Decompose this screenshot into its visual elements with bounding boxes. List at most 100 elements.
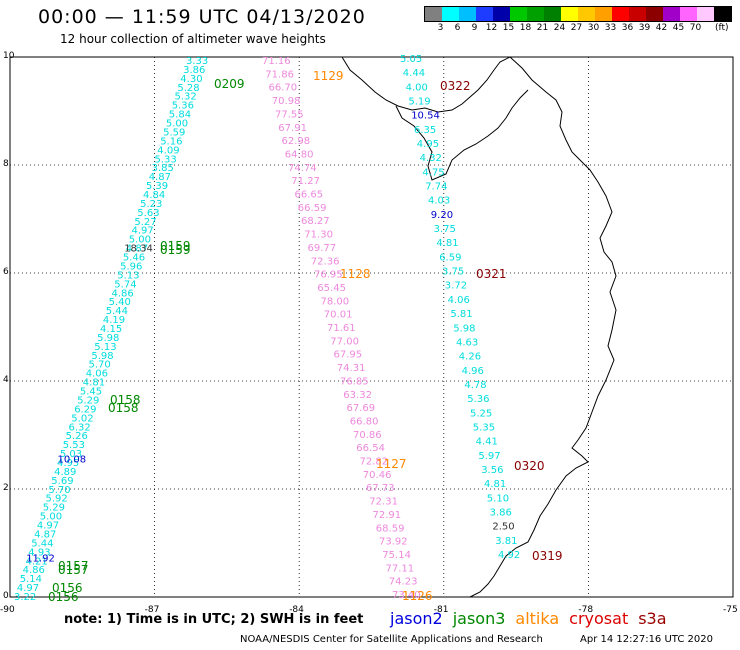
colorbar-swatch <box>527 7 544 21</box>
swh-value-saral: 73.92 <box>379 537 408 548</box>
legend-cryosat: cryosat <box>569 609 629 628</box>
colorbar-label: 12 <box>485 23 498 33</box>
pass-time-label: 0157 <box>58 559 89 573</box>
pass-time-label: 0319 <box>532 549 563 563</box>
colorbar-swatch <box>442 7 459 21</box>
swh-value-jason3-east: 4.75 <box>422 167 444 178</box>
swh-value-jason3-east: 3.81 <box>495 536 517 547</box>
swh-value-jason3-west: 4.15 <box>100 324 122 335</box>
colorbar-swatch <box>561 7 578 21</box>
swh-value-jason3-west: 5.69 <box>51 476 73 487</box>
swh-value-jason3-west: 4.95 <box>57 458 79 469</box>
swh-value-jason3-west: 5.02 <box>71 413 93 424</box>
colorbar <box>424 6 732 22</box>
swh-value-saral: 77.55 <box>275 109 304 120</box>
swh-value-saral: 74.74 <box>288 163 317 174</box>
swh-value-jason3-west: 3.85 <box>152 163 174 174</box>
swh-value-jason3-west-high: 18.34 <box>124 244 153 255</box>
swh-value-jason3-east: 3.72 <box>445 281 467 292</box>
lon-tick-label: -87 <box>144 605 160 615</box>
swh-value-jason3-east: 3.75 <box>434 224 456 235</box>
pass-time-label: 0159 <box>160 239 191 253</box>
colorbar-swatch <box>578 7 595 21</box>
colorbar-swatch <box>612 7 629 21</box>
swh-value-jason3-west: 5.03 <box>60 449 82 460</box>
swh-value-jason3-east: 4.92 <box>498 550 520 561</box>
swh-value-jason3-west: 4.89 <box>54 467 76 478</box>
swh-value-jason3-west: 5.46 <box>123 253 145 264</box>
credit-line: NOAA/NESDIS Center for Satellite Applica… <box>240 634 543 645</box>
colorbar-label: 39 <box>638 23 651 33</box>
colorbar-swatch <box>629 7 646 21</box>
colorbar-label: 21 <box>536 23 549 33</box>
swh-value-jason3-west: 5.00 <box>40 512 62 523</box>
swh-value-jason3-east: 5.10 <box>487 493 509 504</box>
pass-time-label: 0157 <box>58 563 89 577</box>
swh-value-jason3-west: 5.44 <box>106 306 128 317</box>
swh-value-jason3-west: 4.09 <box>157 145 179 156</box>
swh-value-jason3-west: 5.00 <box>129 235 151 246</box>
swh-value-saral: 72.36 <box>311 256 340 267</box>
lat-tick-label: 2 <box>3 483 9 493</box>
swh-value-jason3-east: 4.41 <box>476 437 498 448</box>
altimeter-tracks: 3.333.864.305.285.325.365.845.005.595.16… <box>14 54 520 603</box>
legend-jason3: jason3 <box>452 609 506 628</box>
lat-tick-label: 0 <box>3 591 9 601</box>
swh-value-jason3-west: 5.33 <box>155 154 177 165</box>
pass-time-label: 1128 <box>340 267 371 281</box>
swh-value-jason3-east: 3.75 <box>442 267 464 278</box>
swh-value-jason3-west: 6.29 <box>74 404 96 415</box>
pass-time-label: 1126 <box>402 589 433 603</box>
swh-value-saral: 65.45 <box>317 283 346 294</box>
colorbar-swatch <box>510 7 527 21</box>
pass-time-label: 1129 <box>313 69 344 83</box>
swh-value-jason3-east: 4.06 <box>448 295 470 306</box>
swh-value-saral: 74.31 <box>337 363 366 374</box>
swh-value-saral: 68.27 <box>301 216 330 227</box>
swh-value-jason3-east: 4.96 <box>462 366 484 377</box>
swh-value-jason3-west: 4.97 <box>37 521 59 532</box>
swh-value-jason3-west: 5.70 <box>48 485 70 496</box>
colorbar-swatch <box>544 7 561 21</box>
swh-value-saral: 67.91 <box>278 123 307 134</box>
swh-value-saral: 69.77 <box>308 243 337 254</box>
swh-value-saral: 72.91 <box>373 510 402 521</box>
swh-value-jason3-west: 5.13 <box>94 342 116 353</box>
swh-value-jason3-west: 4.93 <box>28 547 50 558</box>
coastline-gulf <box>395 89 529 181</box>
swh-value-saral: 71.61 <box>327 323 356 334</box>
swh-value-jason3-west: 5.98 <box>91 351 113 362</box>
pass-time-label: 0321 <box>476 267 507 281</box>
swh-value-saral: 64.80 <box>285 149 314 160</box>
swh-value-jason3-west: 5.26 <box>66 431 88 442</box>
pass-time-label: 0322 <box>440 79 471 93</box>
swh-value-jason3-east: 5.05 <box>400 54 422 65</box>
swh-value-jason3-west: 5.98 <box>97 333 119 344</box>
colorbar-swatch <box>714 7 731 21</box>
colorbar-unit: (ft) <box>715 23 729 33</box>
colorbar-label: 45 <box>672 23 685 33</box>
colorbar-swatch <box>595 7 612 21</box>
swh-value-saral: 73.40 <box>392 590 421 601</box>
swh-value-saral: 63.32 <box>343 390 372 401</box>
swh-value-jason3-east: 4.81 <box>436 238 458 249</box>
swh-value-jason3-east: 5.81 <box>450 309 472 320</box>
swh-value-jason3-west: 5.13 <box>117 270 139 281</box>
swh-value-saral: 67.95 <box>334 350 363 361</box>
swh-value-jason3-west: 5.36 <box>172 101 194 112</box>
swh-value-jason3-west-high: 11.92 <box>26 553 55 564</box>
swh-value-jason3-west: 3.22 <box>14 592 36 603</box>
page-title: 00:00 — 11:59 UTC 04/13/2020 <box>38 6 366 28</box>
swh-value-jason3-west: 5.32 <box>175 92 197 103</box>
swh-value-jason3-west-high: 10.08 <box>58 454 87 465</box>
pass-time-label: 0320 <box>514 459 545 473</box>
colorbar-labels: 3 6 9 12 15 18 21 24 27 30 33 36 39 42 45 70 <box>424 23 704 33</box>
swh-value-jason3-west: 5.59 <box>163 128 185 139</box>
swh-value-saral: 68.59 <box>376 523 405 534</box>
map-grid <box>9 56 734 598</box>
swh-value-saral: 71.86 <box>265 69 294 80</box>
swh-value-jason3-east: 5.25 <box>470 408 492 419</box>
swh-value-jason3-west: 4.84 <box>143 190 165 201</box>
swh-value-jason3-west: 5.23 <box>140 199 162 210</box>
